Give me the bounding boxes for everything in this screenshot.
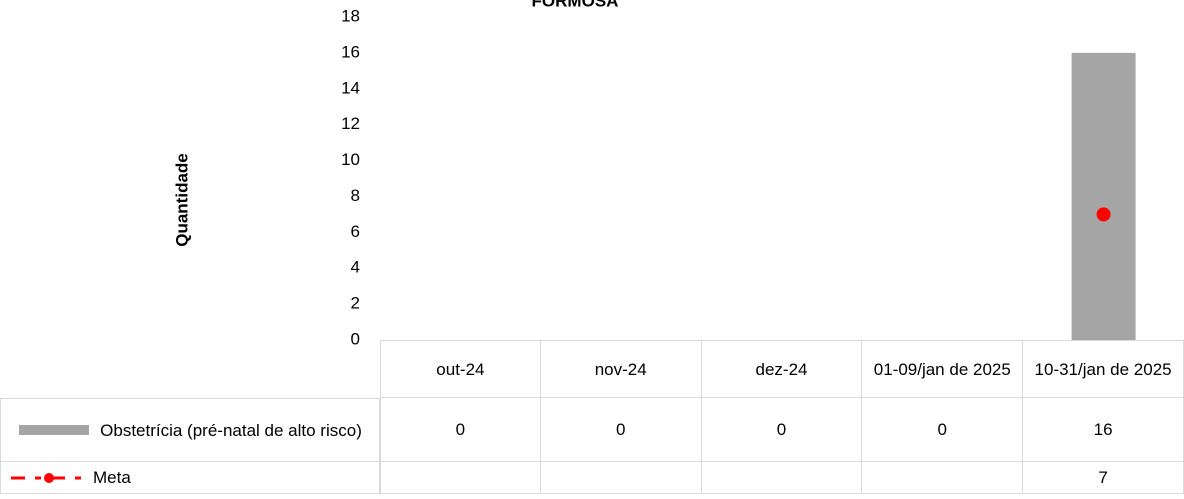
legend-marker xyxy=(44,472,54,483)
line-marker xyxy=(1096,207,1111,222)
value-cell xyxy=(540,462,702,494)
value-cell: 0 xyxy=(701,398,863,462)
legend-key xyxy=(11,472,89,483)
bar xyxy=(1071,52,1136,341)
category-cell: 01-09/jan de 2025 xyxy=(862,340,1024,398)
y-tick-label: 8 xyxy=(351,186,360,205)
y-tick-label: 12 xyxy=(341,114,360,133)
y-tick-label: 2 xyxy=(351,294,360,313)
legend-key xyxy=(19,425,89,435)
legend-cell: Meta xyxy=(0,462,380,494)
value-cell: 0 xyxy=(540,398,702,462)
y-tick-label: 10 xyxy=(341,150,360,169)
legend-swatch xyxy=(19,425,89,435)
category-cell: nov-24 xyxy=(540,340,702,398)
legend-label: Obstetrícia (pré-natal de alto risco) xyxy=(100,420,362,440)
y-axis-label: Quantidade xyxy=(172,153,191,247)
chart-title: FORMOSA xyxy=(532,0,619,10)
y-tick-label: 4 xyxy=(351,258,360,277)
y-tick-label: 16 xyxy=(341,42,360,61)
y-tick-label: 18 xyxy=(341,6,360,25)
y-tick-label: 14 xyxy=(341,78,360,97)
category-cell: dez-24 xyxy=(701,340,863,398)
value-cell: 0 xyxy=(862,398,1024,462)
y-tick-label: 6 xyxy=(351,222,360,241)
category-cell: 10-31/jan de 2025 xyxy=(1023,340,1184,398)
value-cell: 7 xyxy=(1023,462,1184,494)
value-cell xyxy=(701,462,863,494)
value-cell xyxy=(380,462,541,494)
value-cell: 0 xyxy=(380,398,541,462)
legend-cell: Obstetrícia (pré-natal de alto risco) xyxy=(0,398,380,462)
value-cell xyxy=(862,462,1024,494)
legend-label: Meta xyxy=(93,468,131,487)
value-cell: 16 xyxy=(1023,398,1184,462)
category-cell: out-24 xyxy=(380,340,541,398)
y-tick-label: 0 xyxy=(351,329,360,348)
